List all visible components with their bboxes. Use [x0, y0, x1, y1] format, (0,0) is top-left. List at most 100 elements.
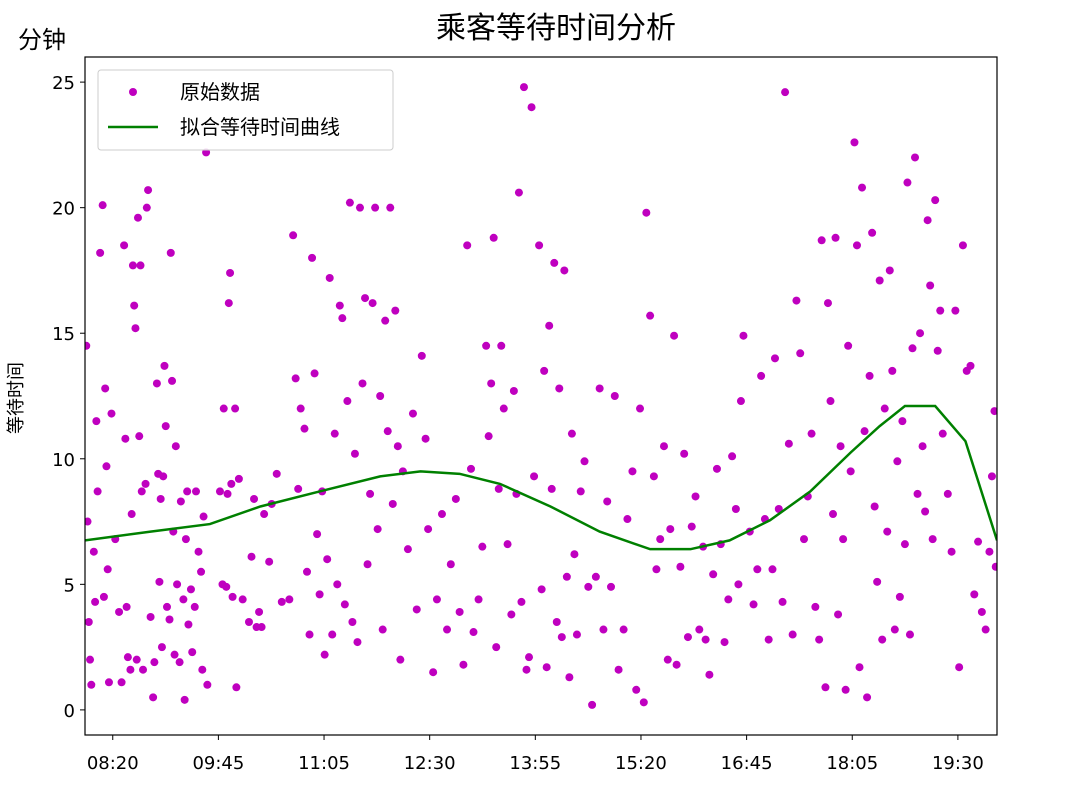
data-point [913, 489, 922, 498]
data-point [736, 397, 745, 406]
x-tick-label: 15:20 [615, 753, 667, 774]
data-point [720, 638, 729, 647]
data-point [133, 213, 142, 222]
data-point [841, 685, 850, 694]
legend-label: 原始数据 [180, 80, 260, 104]
data-point [86, 655, 95, 664]
data-point [670, 331, 679, 340]
data-point [527, 103, 536, 112]
data-point [985, 547, 994, 556]
data-point [155, 577, 164, 586]
data-point [893, 457, 902, 466]
data-point [757, 371, 766, 380]
data-point [768, 565, 777, 574]
data-point [305, 630, 314, 639]
data-point [749, 600, 758, 609]
data-point [632, 685, 641, 694]
data-point [774, 505, 783, 513]
data-point [821, 683, 830, 692]
data-point [487, 379, 496, 388]
data-point [903, 178, 912, 187]
data-point [146, 612, 155, 621]
x-tick-label: 09:45 [192, 753, 244, 774]
data-point [368, 299, 377, 308]
data-point [421, 434, 430, 443]
data-point [168, 376, 177, 385]
data-point [943, 489, 952, 498]
data-point [232, 683, 241, 692]
data-point [652, 565, 661, 574]
data-point [705, 670, 714, 679]
data-point [844, 341, 853, 350]
data-point [831, 233, 840, 242]
data-point [540, 366, 549, 375]
data-point [323, 555, 332, 564]
data-point [335, 301, 344, 310]
data-point [836, 442, 845, 451]
data-point [855, 663, 864, 672]
data-point [96, 248, 105, 257]
data-point [348, 618, 357, 626]
data-point [811, 602, 820, 611]
data-point [517, 597, 526, 606]
data-point [412, 605, 421, 614]
data-point [222, 582, 231, 591]
data-point [126, 665, 135, 674]
data-point [170, 650, 179, 659]
data-point [122, 602, 131, 611]
data-point [181, 535, 190, 544]
data-point [800, 535, 809, 544]
data-point [883, 527, 892, 536]
data-point [386, 203, 395, 212]
data-point [572, 630, 581, 639]
data-point [933, 346, 942, 355]
data-point [619, 625, 628, 634]
data-point [340, 600, 349, 609]
data-point [724, 595, 733, 604]
data-point [603, 497, 612, 506]
x-tick-label: 16:45 [721, 753, 773, 774]
data-point [466, 464, 475, 473]
data-point [371, 203, 380, 212]
data-point [817, 236, 826, 245]
data-point [880, 404, 889, 413]
data-point [646, 311, 655, 320]
data-point [361, 294, 370, 303]
data-point [355, 203, 364, 212]
plot-frame [84, 56, 998, 736]
data-point [683, 633, 692, 642]
data-point [98, 201, 107, 210]
data-point [136, 261, 145, 270]
data-point [224, 299, 233, 308]
data-point [244, 618, 253, 626]
data-point [285, 595, 294, 604]
y-tick-label: 10 [52, 450, 75, 471]
y-tick-label: 15 [52, 324, 75, 345]
data-point [144, 186, 153, 195]
data-point [87, 680, 96, 689]
data-point [443, 625, 452, 634]
data-point [623, 515, 632, 524]
y-tick-label: 5 [64, 575, 75, 596]
data-point [966, 361, 975, 370]
legend-swatch [129, 88, 137, 96]
data-point [226, 268, 235, 277]
data-point [829, 510, 838, 519]
data-point [858, 183, 867, 192]
data-point [165, 615, 174, 624]
data-point [417, 351, 426, 360]
data-point [289, 231, 298, 240]
data-point [180, 695, 189, 704]
data-point [550, 258, 559, 267]
data-point [437, 510, 446, 519]
data-point [584, 582, 593, 591]
data-point [383, 427, 392, 436]
data-point [396, 655, 405, 664]
data-point [141, 479, 150, 488]
data-point [649, 472, 658, 481]
data-point [784, 439, 793, 448]
data-point [315, 590, 324, 599]
data-point [403, 545, 412, 554]
data-point [580, 457, 589, 466]
data-point [194, 547, 203, 556]
